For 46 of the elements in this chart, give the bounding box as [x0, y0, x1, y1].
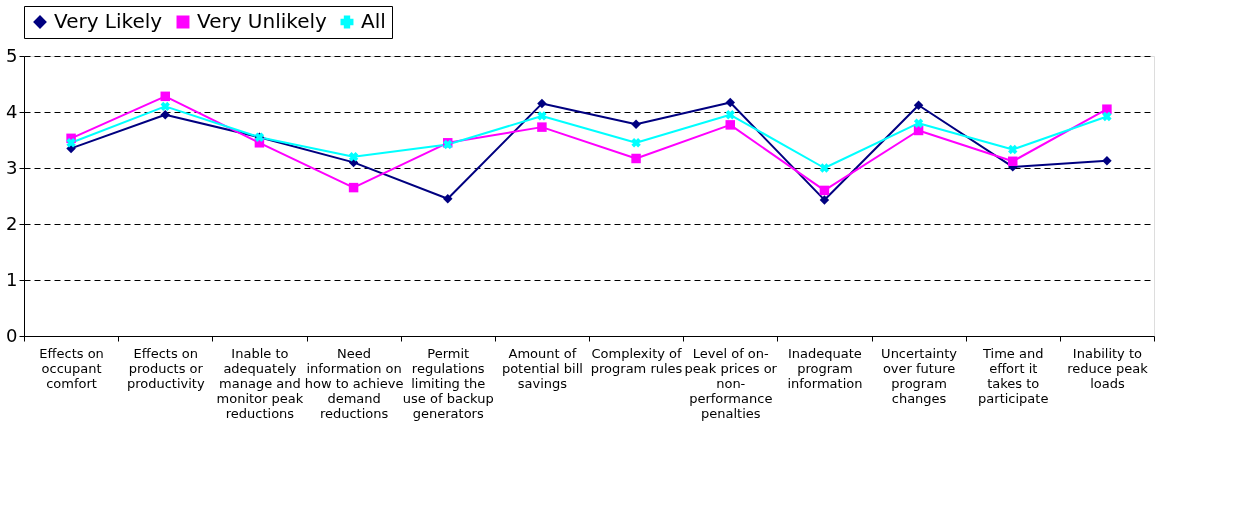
y-tick-label: 3	[6, 156, 18, 178]
x-tick-label: Complexity of program rules	[590, 345, 683, 376]
x-tick-label: Inable to adequately manage and monitor peak reductions	[216, 345, 304, 421]
legend-label: Very Likely	[54, 9, 163, 33]
point	[348, 152, 359, 162]
point	[160, 91, 170, 102]
point	[443, 194, 453, 204]
y-tick-label: 1	[6, 268, 18, 290]
point	[819, 163, 830, 173]
point	[725, 110, 735, 120]
x-tick-label: Uncertainty over future program changes	[881, 345, 958, 406]
point	[631, 138, 641, 148]
point	[631, 153, 641, 164]
point	[66, 138, 76, 148]
x-tick-label: Permit regulations limiting the use of backup generators	[402, 345, 494, 421]
legend-label: All	[361, 9, 386, 33]
point	[819, 185, 830, 196]
point	[819, 195, 830, 205]
point	[1102, 155, 1112, 166]
y-tick-label: 2	[6, 212, 18, 234]
x-tick-label: Inadequate program information	[787, 345, 863, 391]
point	[725, 120, 735, 130]
y-tick-label: 4	[6, 100, 18, 122]
y-tick-label: 5	[6, 44, 18, 66]
y-tick-label: 0	[6, 324, 18, 346]
point	[631, 119, 641, 130]
x-tick-label: Level of on-peak prices or non-performance penalties	[684, 345, 778, 421]
x-tick-label: Effects on products or productivity	[126, 345, 205, 391]
point	[537, 98, 547, 109]
point	[913, 118, 924, 128]
point	[1102, 111, 1112, 122]
x-tick-label: Time and effort it takes to participate	[978, 345, 1049, 406]
point	[160, 101, 170, 112]
x-tick-label: Inability to reduce peak loads	[1067, 345, 1149, 391]
x-tick-label: Amount of potential bill savings	[501, 345, 583, 391]
point	[160, 110, 170, 120]
point	[725, 97, 735, 108]
point	[348, 182, 359, 193]
legend-label: Very Unlikely	[197, 9, 328, 33]
point	[537, 111, 547, 121]
point	[1008, 144, 1018, 155]
point	[1008, 156, 1018, 167]
point	[913, 100, 924, 111]
x-tick-label: Need information on how to achieve demand reductions	[304, 345, 404, 421]
x-tick-label: Effects on occupant comfort	[39, 345, 104, 391]
point	[537, 122, 547, 132]
